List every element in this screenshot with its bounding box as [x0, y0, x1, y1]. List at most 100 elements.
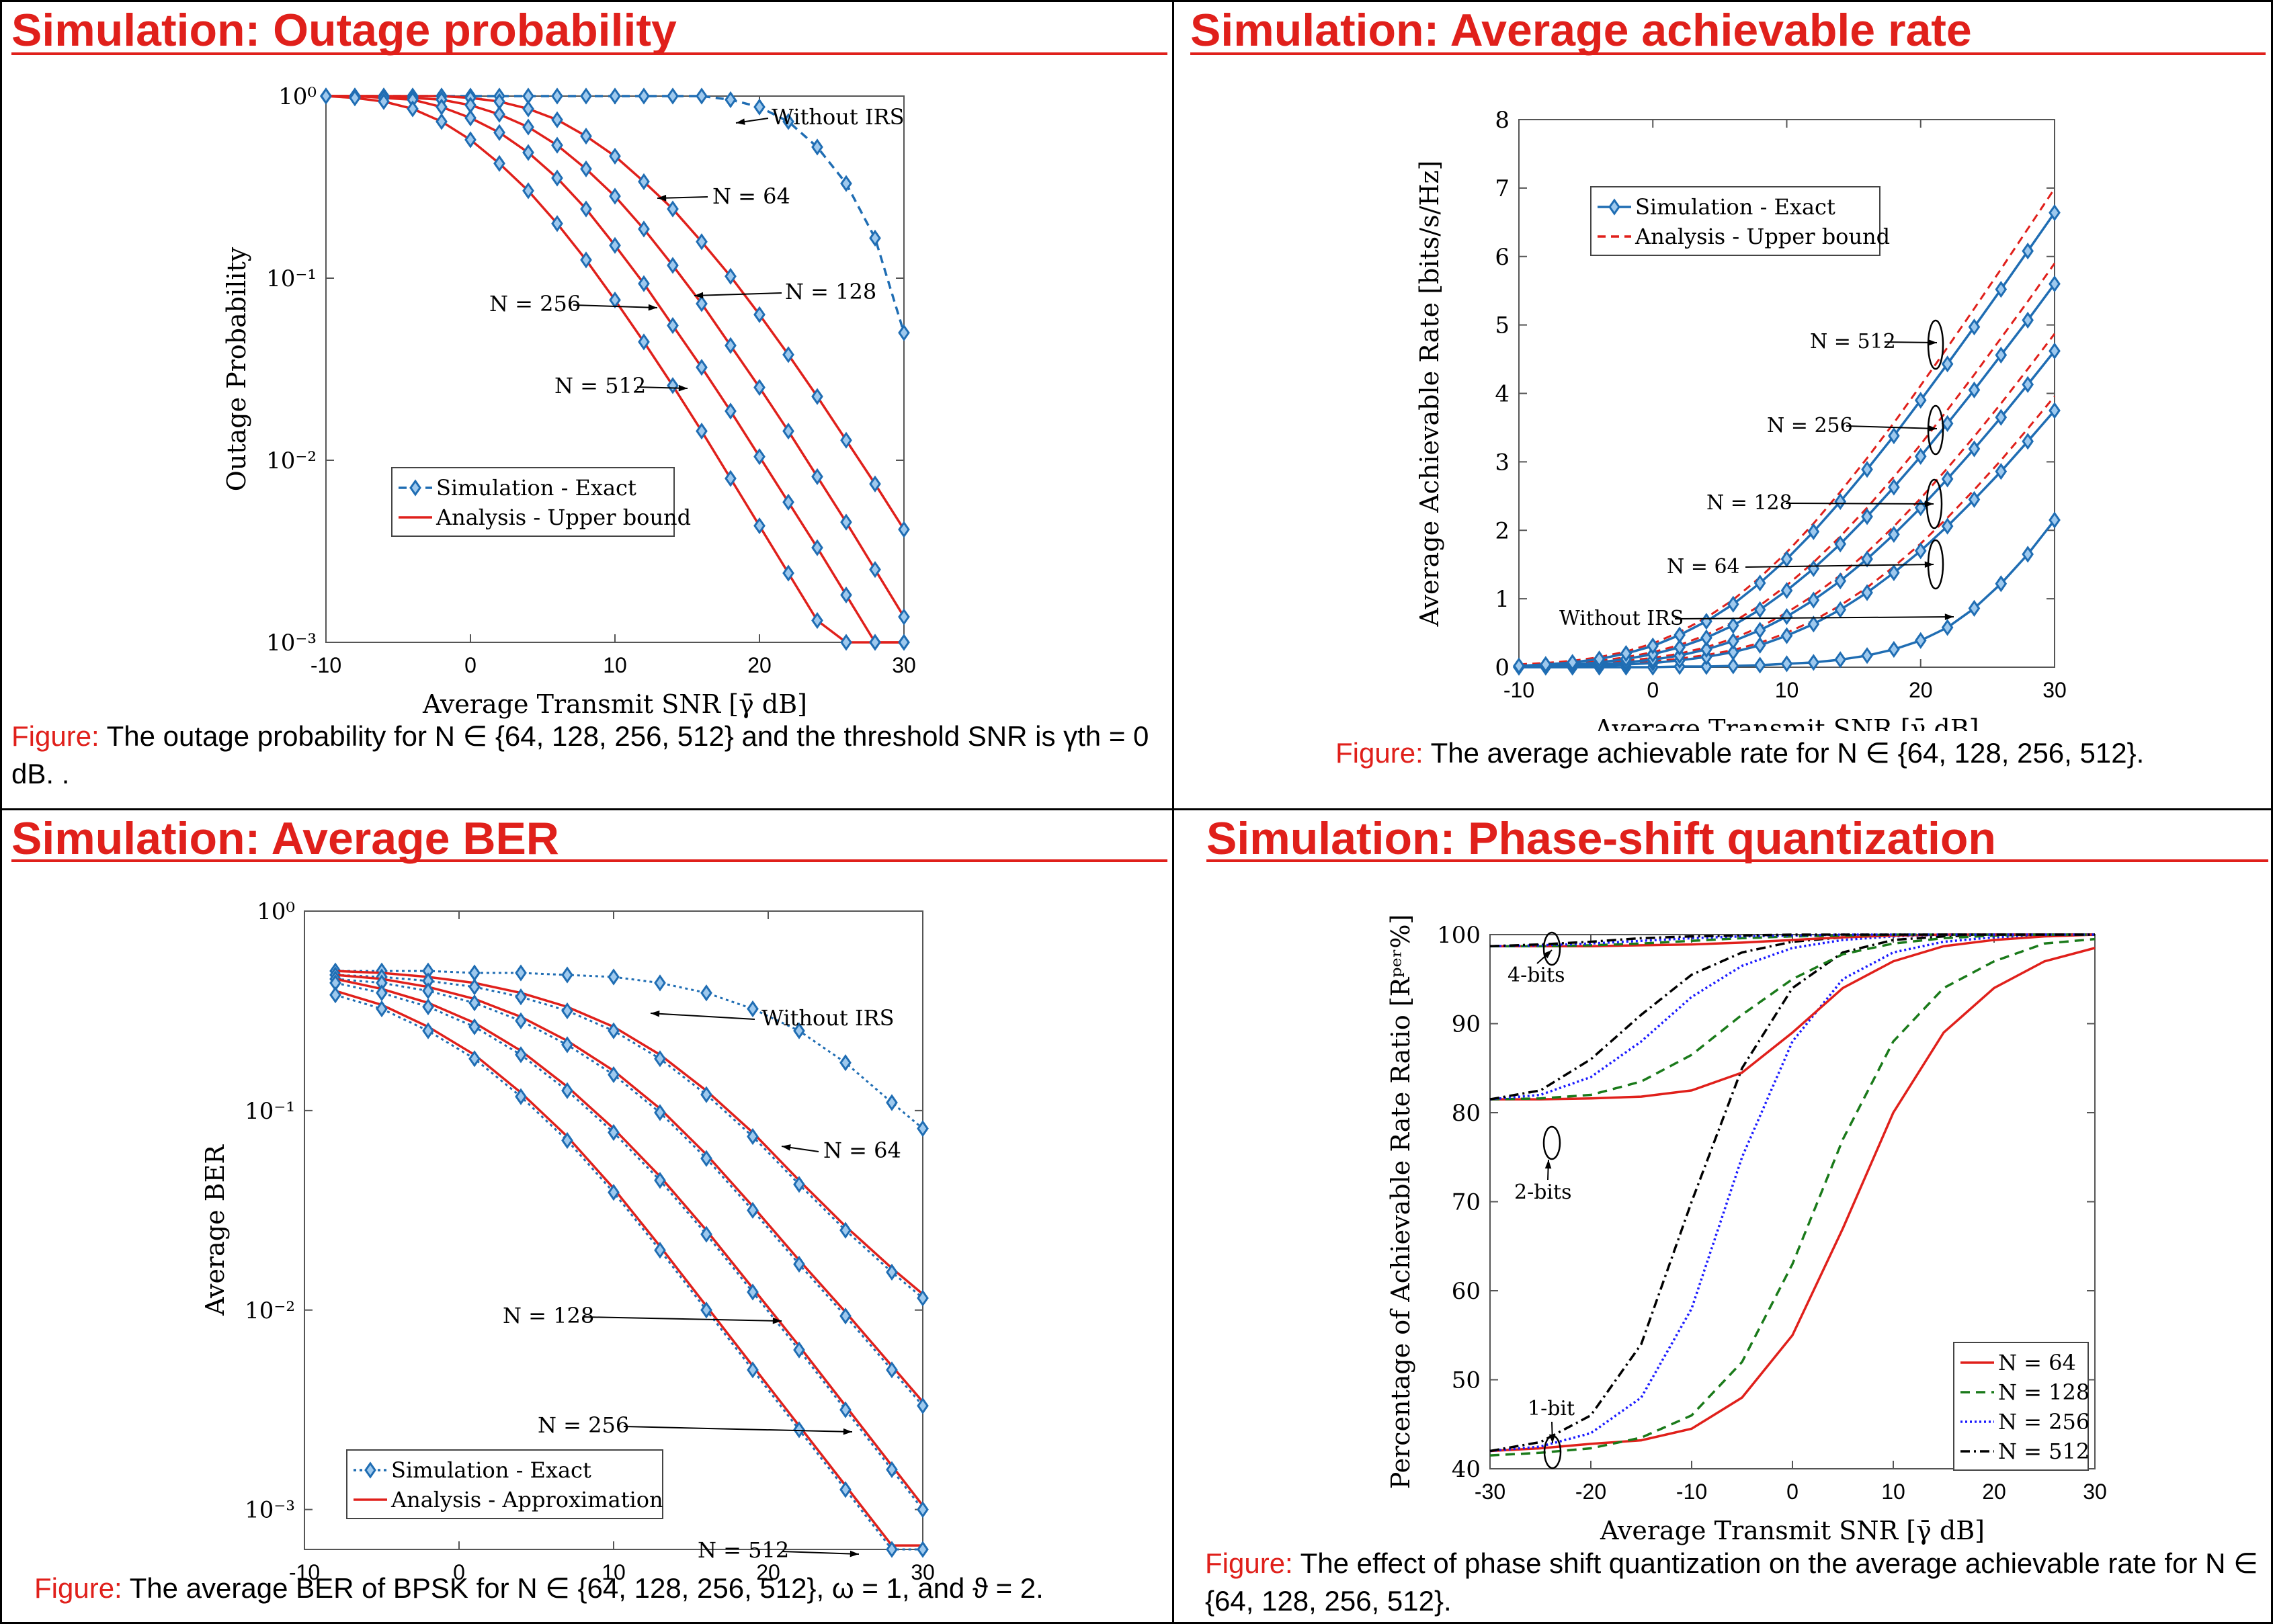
- caption-prefix: Figure:: [34, 1572, 122, 1604]
- annotation-label: Without IRS: [761, 1005, 895, 1031]
- series-marker: [839, 1222, 852, 1239]
- caption-prefix: Figure:: [1335, 737, 1423, 769]
- series-marker: [1513, 657, 1525, 675]
- series-line-analysis: [335, 974, 924, 1403]
- panel-rate: Simulation: Average achievable rate Aver…: [1172, 0, 2273, 810]
- annotation-arrow: [650, 1013, 755, 1020]
- series-marker: [667, 200, 679, 218]
- ber-chart: Average Transmit SNR [γ̄ dB]Average BER-…: [200, 898, 935, 1584]
- y-tick-label: 70: [1452, 1189, 1481, 1216]
- series-marker: [917, 1541, 929, 1558]
- group-ellipse: [1542, 931, 1561, 966]
- series-marker: [1807, 523, 1820, 540]
- series-marker: [561, 1036, 573, 1054]
- annotation-arrow: [781, 1551, 860, 1555]
- series-marker: [515, 988, 527, 1006]
- x-tick-label: 30: [911, 1560, 935, 1584]
- series-marker: [561, 1002, 573, 1020]
- y-axis-label: Percentage of Achievable Rate Ratio [Rᵖᵉ…: [1386, 914, 1415, 1490]
- series-marker: [609, 147, 621, 165]
- series-marker: [700, 1150, 712, 1167]
- series-marker: [793, 1022, 805, 1039]
- series-marker: [700, 1226, 712, 1243]
- series-marker: [725, 91, 737, 109]
- x-tick-label: 10: [1881, 1480, 1905, 1504]
- y-tick-label: 10⁻¹: [245, 1098, 295, 1125]
- x-tick-label: -10: [1503, 678, 1534, 702]
- series-marker: [1968, 381, 1981, 399]
- series-marker: [917, 1397, 929, 1414]
- panel-ber: Simulation: Average BER Average Transmit…: [0, 808, 1174, 1624]
- series-marker: [1888, 640, 1900, 658]
- series-marker: [1834, 601, 1847, 619]
- series-marker: [725, 267, 737, 285]
- series-marker: [840, 634, 852, 651]
- series-marker: [608, 1066, 620, 1084]
- group-ellipse: [1927, 404, 1944, 456]
- series-marker: [700, 1086, 712, 1103]
- group-ellipse: [1927, 319, 1944, 370]
- series-marker: [839, 1054, 852, 1072]
- series-marker: [522, 144, 534, 161]
- series-line-analysis: [335, 970, 924, 1295]
- series-marker: [869, 229, 881, 247]
- series-marker: [747, 1127, 759, 1146]
- series-marker: [422, 998, 434, 1016]
- x-tick-label: 0: [453, 1560, 465, 1584]
- legend-box: [1590, 186, 1881, 256]
- series-line: [1489, 933, 2095, 947]
- series-marker: [1700, 640, 1712, 658]
- series-marker: [747, 1000, 759, 1018]
- series-marker: [696, 359, 708, 376]
- series-line-analysis: [325, 95, 904, 644]
- series-marker: [839, 1401, 852, 1418]
- group-ellipse: [1543, 1435, 1562, 1469]
- caption-prefix: Figure:: [11, 720, 99, 752]
- series-marker: [1780, 627, 1793, 644]
- caption-text: The average achievable rate for N ∈ {64,…: [1430, 737, 2145, 769]
- series-marker: [1780, 607, 1793, 626]
- series-marker: [493, 124, 505, 141]
- series-marker: [869, 634, 881, 651]
- series-marker: [898, 324, 910, 341]
- series-marker: [1753, 622, 1766, 639]
- x-tick-label: -30: [1475, 1480, 1505, 1504]
- y-tick-label: 4: [1495, 381, 1510, 408]
- y-tick-label: 7: [1495, 175, 1510, 202]
- series-marker: [1888, 478, 1900, 496]
- group-ellipse: [1927, 539, 1944, 590]
- series-marker: [2022, 376, 2034, 393]
- series-marker: [407, 100, 419, 118]
- series-marker: [753, 98, 766, 116]
- title-rule: [11, 859, 1167, 862]
- series-marker: [638, 220, 650, 238]
- y-tick-label: 10⁻³: [266, 630, 317, 656]
- series-marker: [753, 517, 766, 535]
- series-marker: [609, 87, 621, 105]
- y-tick-label: 40: [1452, 1456, 1481, 1483]
- series-marker: [1753, 636, 1766, 654]
- series-marker: [696, 423, 708, 440]
- series-marker: [811, 138, 823, 156]
- series-marker: [1673, 626, 1686, 644]
- series-marker: [917, 1501, 929, 1519]
- series-marker: [917, 1119, 929, 1138]
- series-marker: [2022, 546, 2034, 563]
- quant-chart: Average Transmit SNR [γ̄ dB] Percentage o…: [1386, 914, 2107, 1545]
- x-tick-label: 30: [892, 653, 916, 677]
- series-marker: [1834, 493, 1847, 511]
- y-tick-label: 3: [1495, 449, 1510, 476]
- series-marker: [1888, 427, 1900, 445]
- series-marker: [1995, 346, 2008, 364]
- series-marker: [1941, 517, 1954, 535]
- annotation-label: N = 64: [823, 1138, 901, 1163]
- annotation-arrowhead: [651, 1010, 660, 1017]
- x-tick-label: 30: [2083, 1480, 2107, 1504]
- series-marker: [609, 237, 621, 254]
- annotation-label: N = 256: [489, 291, 581, 316]
- caption: Figure: The effect of phase shift quanti…: [1205, 1545, 2271, 1620]
- series-marker: [898, 521, 910, 538]
- legend-marker: [1608, 198, 1620, 216]
- series-marker: [840, 431, 852, 449]
- series-marker: [696, 295, 708, 312]
